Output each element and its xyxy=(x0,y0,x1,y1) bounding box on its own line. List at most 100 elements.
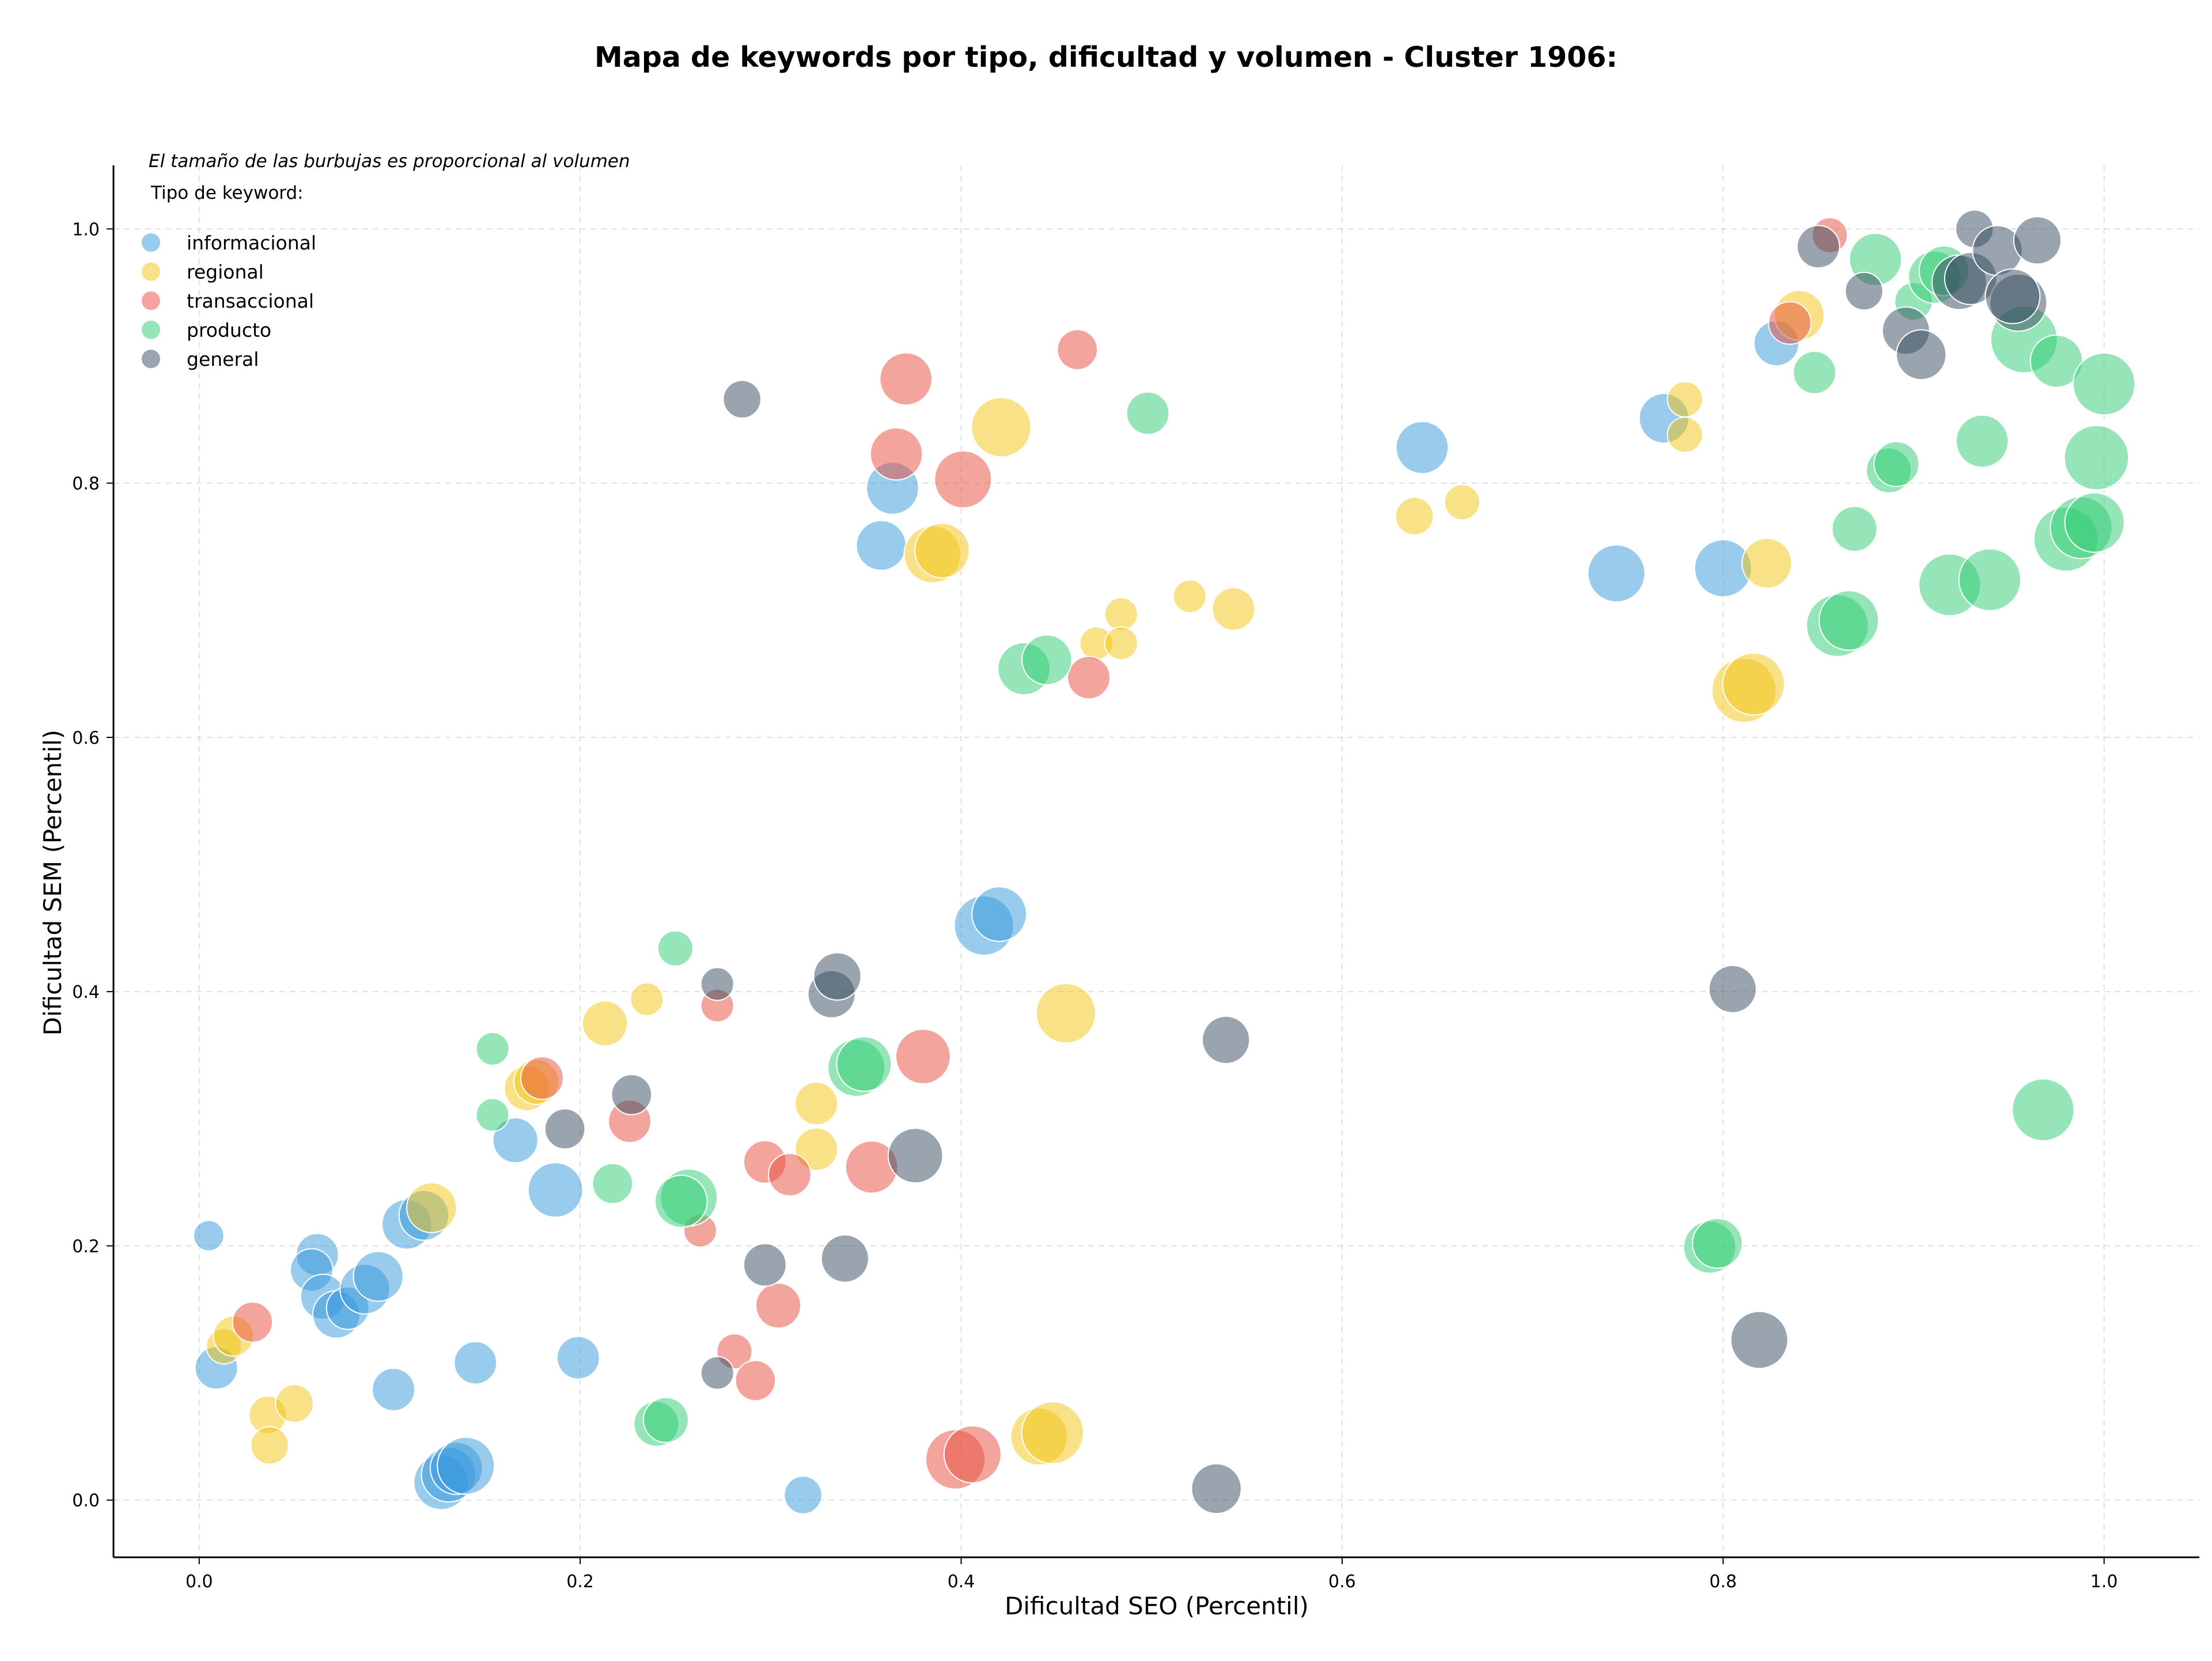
legend: informacional regional transaccional produc… xyxy=(141,232,316,370)
bubble-producto xyxy=(2063,425,2130,491)
series-informacional xyxy=(192,320,1800,1515)
bubble-informacional xyxy=(453,1341,498,1385)
bubble-producto xyxy=(2064,492,2125,553)
bubble-general xyxy=(1896,329,1947,380)
y-tick-label: 0.4 xyxy=(72,982,100,1002)
bubble-regional xyxy=(275,1384,314,1423)
bubble-producto xyxy=(1021,634,1073,686)
bubble-regional xyxy=(630,982,664,1016)
legend-marker-producto xyxy=(141,319,161,340)
bubble-regional xyxy=(406,1182,457,1234)
bubble-regional xyxy=(582,1000,628,1047)
bubble-transaccional xyxy=(879,352,933,406)
legend-marker-regional xyxy=(141,261,161,282)
bubble-informacional xyxy=(192,1220,225,1252)
x-axis-label: Dificultad SEO (Percentil) xyxy=(1005,1592,1309,1620)
bubble-producto xyxy=(1873,441,1920,487)
bubble-producto xyxy=(1692,1217,1743,1269)
bubble-general xyxy=(700,1356,734,1390)
bubble-regional xyxy=(794,1081,839,1126)
legend-marker-general xyxy=(141,349,161,369)
bubble-regional xyxy=(971,396,1032,458)
bubble-producto xyxy=(1831,506,1878,553)
legend-label-transaccional: transaccional xyxy=(187,290,314,312)
bubble-producto xyxy=(836,1036,892,1092)
bubble-informacional xyxy=(353,1251,404,1302)
bubble-informacional xyxy=(783,1475,823,1515)
bubble-producto xyxy=(1793,350,1836,395)
bubble-transaccional xyxy=(755,1282,802,1329)
bubble-producto xyxy=(2072,352,2136,416)
y-tick-label: 0.6 xyxy=(72,728,100,748)
bubble-transaccional xyxy=(1067,656,1111,700)
bubble-regional xyxy=(1211,587,1256,631)
bubble-informacional xyxy=(1395,421,1449,475)
legend-label-producto: producto xyxy=(187,319,271,342)
bubble-transaccional xyxy=(869,427,923,481)
bubble-transaccional xyxy=(1768,301,1812,345)
bubble-transaccional xyxy=(895,1028,951,1085)
bubble-producto xyxy=(1955,414,2009,468)
bubble-regional xyxy=(1172,579,1207,614)
legend-label-regional: regional xyxy=(187,261,264,283)
x-tick-label: 0.2 xyxy=(566,1572,594,1592)
bubble-regional xyxy=(1666,417,1703,453)
x-tick-label: 0.0 xyxy=(185,1572,213,1592)
axis-ticks: 0.0 0.2 0.4 0.6 0.8 1.0 0.0 0.2 0.4 0.6 0.8 1.0 xyxy=(72,220,2118,1592)
bubble-producto xyxy=(1818,590,1880,651)
series-producto xyxy=(475,232,2136,1447)
bubbles xyxy=(192,209,2136,1515)
bubble-general xyxy=(611,1074,653,1115)
y-tick-label: 0.8 xyxy=(72,474,100,494)
y-tick-label: 0.0 xyxy=(72,1491,100,1511)
bubble-regional xyxy=(914,523,970,578)
bubble-producto xyxy=(475,1098,510,1132)
bubble-regional xyxy=(1035,983,1097,1044)
bubble-producto xyxy=(657,930,694,967)
bubble-regional xyxy=(1104,597,1138,631)
legend-marker-transaccional xyxy=(141,290,161,311)
bubble-producto xyxy=(475,1031,510,1066)
bubble-transaccional xyxy=(1056,329,1099,370)
bubble-general xyxy=(820,1234,869,1283)
bubble-general xyxy=(1191,1463,1242,1515)
bubble-transaccional xyxy=(232,1301,274,1343)
x-tick-label: 1.0 xyxy=(2090,1572,2118,1592)
legend-title: Tipo de keyword: xyxy=(150,183,304,203)
bubble-regional xyxy=(1722,652,1785,716)
bubble-general xyxy=(544,1108,586,1150)
x-tick-label: 0.8 xyxy=(1709,1572,1737,1592)
bubble-transaccional xyxy=(734,1360,777,1402)
bubble-producto xyxy=(654,1174,708,1228)
bubble-producto xyxy=(642,1397,689,1443)
bubble-general xyxy=(1796,225,1840,269)
legend-marker-informacional xyxy=(141,232,161,253)
bubble-regional xyxy=(250,1426,289,1465)
series-regional xyxy=(206,290,1825,1466)
grid xyxy=(113,165,2199,1557)
series-transaccional xyxy=(232,217,1849,1490)
bubble-regional xyxy=(1666,381,1703,418)
bubble-informacional xyxy=(437,1436,495,1495)
bubble-informacional xyxy=(372,1367,416,1412)
bubble-regional xyxy=(1021,1401,1084,1465)
bubble-informacional xyxy=(527,1161,584,1218)
bubble-regional xyxy=(1741,538,1793,589)
bubble-general xyxy=(887,1127,944,1184)
bubble-general xyxy=(1984,268,2041,324)
bubble-producto xyxy=(2012,1078,2075,1142)
bubble-general xyxy=(743,1243,787,1287)
bubble-transaccional xyxy=(943,1425,1002,1484)
size-annotation: El tamaño de las burbujas es proporciona… xyxy=(149,151,630,172)
bubble-general xyxy=(1202,1015,1251,1065)
bubble-general xyxy=(2013,216,2062,265)
bubble-transaccional xyxy=(934,450,993,509)
chart-title: Mapa de keywords por tipo, dificultad y … xyxy=(594,41,1618,74)
bubble-producto xyxy=(592,1163,634,1205)
bubble-informacional xyxy=(855,520,907,571)
bubble-informacional xyxy=(556,1335,600,1380)
x-tick-label: 0.4 xyxy=(948,1572,975,1592)
bubble-transaccional xyxy=(520,1056,564,1100)
bubble-regional xyxy=(1444,484,1480,521)
